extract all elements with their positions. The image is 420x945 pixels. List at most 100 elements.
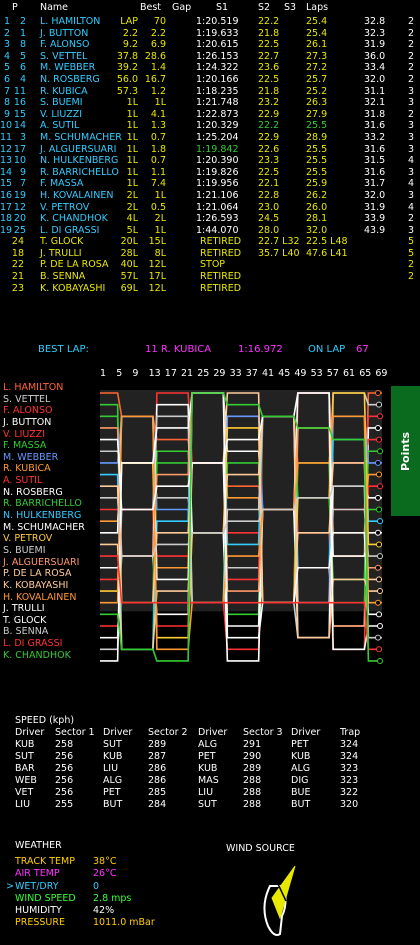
timing-cell-gap: 1.4 (150, 62, 166, 74)
timing-cell-s2: 22.5 (258, 73, 280, 85)
timing-cell-s1: 1:25.204 (196, 131, 239, 143)
timing-cell-s1: 1:24.322 (196, 62, 239, 74)
legend-driver[interactable]: B. SENNA (3, 626, 49, 638)
timing-cell-gap: 2.2 (150, 27, 166, 39)
timing-row[interactable]: 14 9 R. BARRICHELLO 1L 1.1 1:19.826 22.5 25.5 31… (0, 167, 420, 179)
timing-row[interactable]: 3 8 F. ALONSO 9.2 6.9 1:20.615 22.5 26.1 31.9 2 (0, 39, 420, 51)
timing-cell-pts: 2 (408, 62, 415, 74)
retired-cell-s1: STOP (200, 259, 226, 271)
legend-driver[interactable]: S. BUEMI (3, 544, 46, 556)
retired-row[interactable]: 21 B. SENNA 57L 17L RETIRED 2 (0, 271, 420, 283)
legend-driver[interactable]: A. SUTIL (3, 475, 43, 487)
timing-cell-t: 31.5 (364, 155, 386, 167)
timing-cell-t: 31.6 (364, 143, 386, 155)
retired-cell-best: 57L (120, 271, 138, 283)
timing-row[interactable]: 7 11 R. KUBICA 57.3 1.2 1:18.235 21.8 25.2 31.1 3 (0, 86, 420, 98)
driver-end-marker (377, 518, 383, 525)
timing-row[interactable]: 13 10 N. HULKENBERG 1L 0.7 1:20.390 23.3 25.5 31… (0, 155, 420, 167)
legend-driver[interactable]: F. MASSA (3, 440, 47, 452)
timing-cell-name: S. BUEMI (40, 97, 83, 109)
legend-driver[interactable]: F. ALONSO (3, 405, 53, 417)
speed-header-cell: Driver (198, 727, 228, 738)
timing-cell-name: R. KUBICA (40, 85, 88, 97)
speed-cell: PET (198, 751, 216, 762)
legend-driver[interactable]: J. TRULLI (3, 603, 45, 615)
timing-row[interactable]: 1 2 L. HAMILTON LAP 70 1:20.519 22.2 25.4 32.8 2 (0, 16, 420, 28)
timing-row[interactable]: 6 4 N. ROSBERG 56.0 16.7 1:20.166 22.5 25.7 32.0… (0, 74, 420, 86)
timing-row[interactable]: 10 14 A. SUTIL 1L 1.3 1:20.329 22.2 25.5 31.6 3 (0, 120, 420, 132)
legend-driver[interactable]: S. VETTEL (3, 393, 51, 405)
timing-cell-s2: 22.9 (258, 131, 280, 143)
timing-cell-pos: 4 (3, 50, 10, 62)
timing-row[interactable]: 17 12 V. PETROV 2L 0.5 1:21.064 23.0 26.0 31.9 4 (0, 202, 420, 214)
legend-driver[interactable]: M. WEBBER (3, 451, 59, 463)
timing-cell-s1: 1:21.106 (196, 189, 239, 201)
retired-cell-gap: 12L (148, 282, 166, 294)
points-panel[interactable] (391, 386, 420, 516)
timing-cell-pos: 8 (3, 97, 10, 109)
timing-row[interactable]: 18 20 K. CHANDHOK 4L 2L 1:26.593 24.5 28.1 33.9 2 (0, 213, 420, 225)
legend-driver[interactable]: L. HAMILTON (3, 382, 64, 393)
retired-row[interactable]: 22 P. DE LA ROSA 40L 12L STOP 2 (0, 259, 420, 271)
retired-row[interactable]: 24 T. GLOCK 20L 15L RETIRED 22.7 L32 22.5 L48 5 (0, 236, 420, 248)
timing-row[interactable]: 11 3 M. SCHUMACHER 1L 0.7 1:25.204 22.9 28.9 33.… (0, 132, 420, 144)
timing-cell-laps: 25.5 (306, 166, 328, 178)
timing-cell-pts: 3 (408, 143, 415, 155)
legend-driver[interactable]: V. PETROV (3, 533, 53, 545)
speed-table: Driver Sector 1 Driver Sector 2 Driver Sector… (15, 727, 415, 811)
legend-driver[interactable]: M. SCHUMACHER (3, 521, 85, 533)
legend-driver[interactable]: N. HULKENBERG (3, 510, 82, 522)
timing-cell-laps: 25.4 (306, 16, 328, 27)
timing-cell-s2: 28.0 (258, 224, 280, 236)
legend-driver[interactable]: T. GLOCK (3, 614, 47, 626)
legend-driver[interactable]: R. BARRICHELLO (3, 498, 82, 510)
timing-row[interactable]: 15 7 F. MASSA 1L 7.4 1:19.956 22.1 25.9 31.7 4 (0, 178, 420, 190)
retired-cell-s1: RETIRED (200, 236, 242, 248)
timing-cell-num: 5 (19, 50, 26, 62)
driver-end-marker (375, 529, 381, 536)
speed-cell: KUB (291, 751, 311, 762)
timing-row[interactable]: 4 5 S. VETTEL 37.8 28.6 1:26.153 22.7 27.3 36.0 2 (0, 51, 420, 63)
legend-driver[interactable]: L. DI GRASSI (3, 638, 63, 650)
timing-cell-s2: 23.3 (258, 155, 280, 167)
retired-row[interactable]: 23 K. KOBAYASHI 69L 12L RETIRED (0, 283, 420, 295)
timing-cell-name: V. PETROV (40, 201, 90, 213)
legend-driver[interactable]: R. KUBICA (3, 463, 51, 475)
timing-cell-gap: 1.8 (150, 143, 166, 155)
timing-cell-laps: 32.0 (306, 224, 328, 236)
timing-row[interactable]: 8 16 S. BUEMI 1L 1L 1:21.748 23.2 26.3 32.1 3 (0, 97, 420, 109)
driver-end-marker (375, 390, 381, 396)
timing-row[interactable]: 5 6 M. WEBBER 39.2 1.4 1:24.322 23.6 27.2 33.4 2 (0, 62, 420, 74)
timing-cell-t: 31.9 (364, 39, 386, 51)
legend-driver[interactable]: P. DE LA ROSA (3, 568, 72, 580)
col-name: Name (40, 2, 69, 13)
legend-driver[interactable]: J. BUTTON (3, 416, 52, 428)
retired-cell-best: 40L (120, 259, 138, 271)
retired-row[interactable]: 18 J. TRULLI 28L 8L RETIRED 35.7 L40 47.6 L41 5 (0, 248, 420, 260)
timing-row[interactable]: 2 1 J. BUTTON 2.2 2.2 1:19.633 21.8 25.4 32.3 2 (0, 28, 420, 40)
timing-cell-laps: 25.4 (306, 27, 328, 39)
timing-row[interactable]: 9 15 V. LIUZZI 1L 4.1 1:22.873 22.9 27.9 31.8 2 (0, 109, 420, 121)
timing-cell-pts: 2 (408, 73, 415, 85)
driver-position-line (100, 392, 382, 662)
weather-label: AIR TEMP (15, 868, 60, 880)
legend-driver[interactable]: V. LIUZZI (3, 428, 46, 440)
driver-end-marker (377, 483, 383, 490)
speed-cell: KUB (198, 763, 218, 774)
timing-cell-best: 1L (126, 166, 138, 178)
timing-row[interactable]: 19 25 L. DI GRASSI 5L 1L 1:44.070 28.0 32.0 43.9… (0, 225, 420, 237)
timing-row[interactable]: 16 19 H. KOVALAINEN 2L 1L 1:21.106 22.8 26.2 32.… (0, 190, 420, 202)
speed-cell: ALG (291, 763, 311, 774)
timing-cell-num: 4 (19, 73, 26, 85)
weather-value: 42% (93, 905, 115, 917)
timing-cell-pos: 16 (0, 189, 13, 201)
legend-driver[interactable]: H. KOVALAINEN (3, 591, 77, 603)
legend-driver[interactable]: J. ALGUERSUARI (3, 556, 80, 568)
legend-driver[interactable]: K. KOBAYASHI (3, 579, 69, 591)
timing-cell-pos: 12 (0, 143, 13, 155)
timing-row[interactable]: 12 17 J. ALGUERSUARI 1L 1.8 1:19.842 22.6 25.5 3… (0, 144, 420, 156)
legend-driver[interactable]: N. ROSBERG (3, 486, 63, 498)
timing-cell-num: 6 (19, 62, 26, 74)
speed-cell: PET (103, 787, 121, 798)
legend-driver[interactable]: K. CHANDHOK (3, 649, 71, 661)
